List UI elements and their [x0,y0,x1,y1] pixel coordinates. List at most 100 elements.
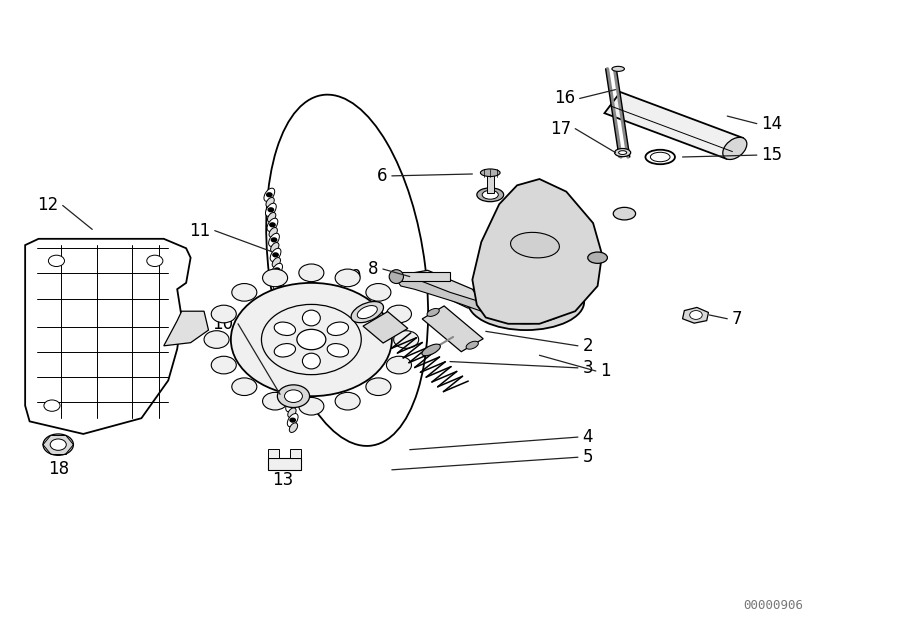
Ellipse shape [286,393,294,403]
Ellipse shape [615,149,631,157]
Circle shape [287,388,292,392]
Ellipse shape [274,293,285,307]
Ellipse shape [274,344,295,357]
Ellipse shape [270,248,281,262]
Ellipse shape [723,137,747,159]
Circle shape [279,313,284,317]
Text: 16: 16 [554,90,575,107]
Circle shape [393,331,419,349]
Ellipse shape [272,264,283,276]
Circle shape [284,390,302,403]
Ellipse shape [328,322,348,335]
Ellipse shape [466,341,479,349]
Ellipse shape [651,152,670,162]
Circle shape [277,385,310,408]
Polygon shape [422,306,483,352]
Circle shape [43,434,74,455]
Circle shape [366,284,391,301]
Polygon shape [682,307,708,323]
Circle shape [212,356,237,374]
Ellipse shape [481,169,500,177]
Circle shape [284,358,289,362]
Ellipse shape [357,305,377,319]
Circle shape [386,356,411,374]
Ellipse shape [482,190,499,199]
Ellipse shape [267,218,278,231]
Circle shape [283,343,288,347]
Text: 14: 14 [761,115,782,133]
Text: 11: 11 [189,222,211,239]
Polygon shape [164,311,209,346]
Ellipse shape [422,344,440,356]
Text: 2: 2 [582,337,593,355]
Text: 13: 13 [272,471,293,489]
Ellipse shape [271,243,279,252]
Ellipse shape [588,252,608,264]
Circle shape [271,238,276,242]
Ellipse shape [272,258,281,267]
Polygon shape [25,239,191,434]
Circle shape [44,400,60,411]
Ellipse shape [288,408,296,417]
Circle shape [266,193,272,197]
Ellipse shape [267,213,275,222]
Polygon shape [605,92,742,159]
Ellipse shape [275,288,284,297]
Text: 8: 8 [368,260,378,278]
Ellipse shape [266,197,274,207]
Circle shape [335,392,360,410]
Circle shape [274,268,280,272]
Circle shape [49,255,65,267]
Ellipse shape [287,413,298,427]
Circle shape [290,418,295,422]
Ellipse shape [274,322,295,335]
Circle shape [270,223,275,227]
Ellipse shape [280,333,288,342]
Bar [487,175,494,194]
Circle shape [299,264,324,281]
Text: 6: 6 [377,167,387,185]
Ellipse shape [266,203,276,217]
Ellipse shape [284,363,292,372]
Ellipse shape [277,303,285,312]
Text: 12: 12 [37,196,58,215]
Ellipse shape [269,227,277,237]
Circle shape [263,392,288,410]
Ellipse shape [286,399,296,411]
Ellipse shape [477,188,504,202]
Circle shape [281,328,286,332]
Ellipse shape [613,208,635,220]
Ellipse shape [274,272,282,282]
Circle shape [276,283,282,287]
Ellipse shape [612,66,625,71]
Ellipse shape [284,384,295,397]
Ellipse shape [278,318,287,327]
Ellipse shape [264,188,274,201]
Polygon shape [400,271,482,308]
Text: 7: 7 [732,310,742,328]
Ellipse shape [482,280,571,324]
Circle shape [297,330,326,350]
Circle shape [231,283,392,396]
Ellipse shape [468,274,584,330]
Ellipse shape [302,310,320,326]
Ellipse shape [302,353,320,369]
Ellipse shape [618,150,626,154]
Circle shape [689,311,702,319]
Ellipse shape [284,378,293,387]
Ellipse shape [427,309,439,316]
Circle shape [147,255,163,267]
Text: 00000906: 00000906 [743,599,804,612]
Circle shape [335,269,360,286]
Text: 18: 18 [48,460,68,478]
Circle shape [204,331,230,349]
Circle shape [277,298,283,302]
Text: 17: 17 [550,119,571,138]
Bar [290,449,301,458]
Circle shape [386,305,411,323]
Circle shape [299,398,324,415]
Circle shape [366,378,391,396]
Ellipse shape [266,95,428,446]
Ellipse shape [281,354,292,366]
Circle shape [289,403,293,407]
